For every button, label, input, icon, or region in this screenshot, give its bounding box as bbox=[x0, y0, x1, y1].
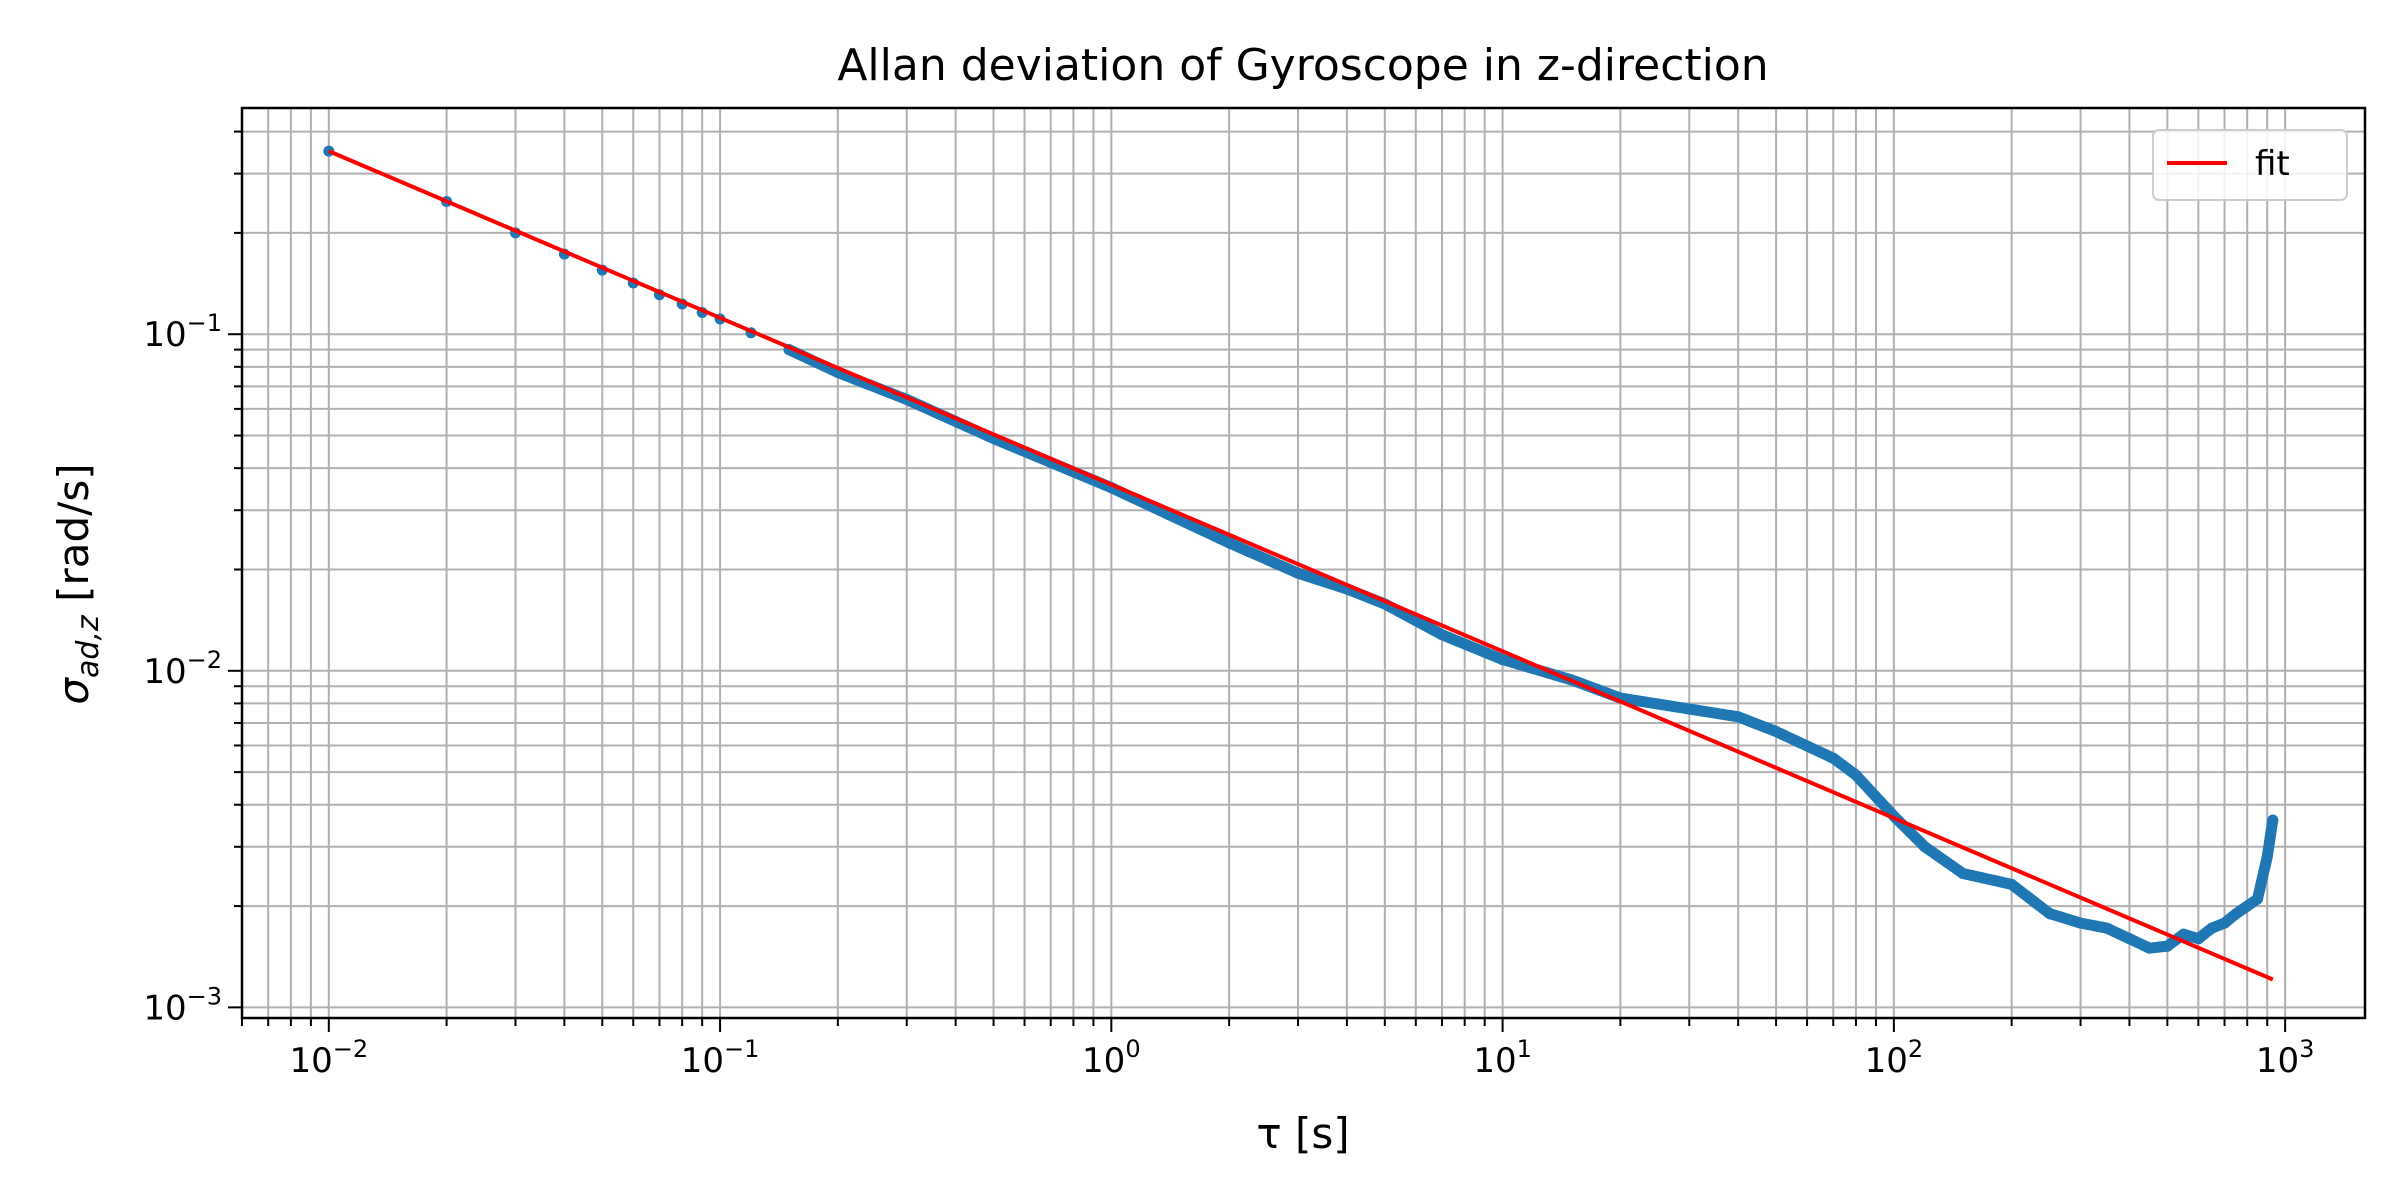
data-point bbox=[1957, 867, 1969, 879]
x-tick-label: 102 bbox=[1865, 1035, 1924, 1081]
x-tick-label-exponent: 0 bbox=[1125, 1035, 1140, 1063]
axis-ticks bbox=[228, 130, 2287, 1032]
data-point bbox=[2178, 928, 2190, 940]
data-point bbox=[2143, 942, 2155, 954]
data-point bbox=[2101, 922, 2113, 934]
x-tick-label-base: 10 bbox=[2256, 1041, 2299, 1081]
grid-lines bbox=[241, 108, 2365, 1018]
data-point bbox=[2230, 908, 2242, 920]
x-tick-label: 103 bbox=[2256, 1035, 2315, 1081]
data-point bbox=[2261, 851, 2273, 863]
x-tick-label-exponent: 1 bbox=[1517, 1035, 1532, 1063]
y-tick-label-base: 10 bbox=[143, 315, 186, 355]
data-point bbox=[1436, 629, 1448, 641]
data-point bbox=[1827, 752, 1839, 764]
data-point bbox=[1292, 567, 1304, 579]
data-point bbox=[1683, 703, 1695, 715]
y-tick-label: 10−1 bbox=[143, 309, 222, 355]
data-point bbox=[2006, 878, 2018, 890]
y-tick-label-exponent: −1 bbox=[187, 309, 222, 337]
legend-label-fit: fit bbox=[2255, 144, 2290, 184]
data-point bbox=[2044, 908, 2056, 920]
y-axis-label-unit: [rad/s] bbox=[49, 463, 98, 615]
data-point bbox=[2075, 917, 2087, 929]
y-tick-label: 10−3 bbox=[143, 982, 222, 1028]
data-point bbox=[1223, 537, 1235, 549]
data-point bbox=[2123, 933, 2135, 945]
y-axis-label-symbol: σ bbox=[49, 677, 98, 705]
x-tick-label-base: 10 bbox=[1473, 1041, 1516, 1081]
data-point bbox=[2219, 917, 2231, 929]
data-point bbox=[1770, 726, 1782, 738]
data-point bbox=[2192, 933, 2204, 945]
y-tick-label-base: 10 bbox=[143, 652, 186, 692]
y-axis-label-subscript: ad,z bbox=[71, 614, 106, 678]
y-tick-label-base: 10 bbox=[143, 988, 186, 1028]
x-tick-label-base: 10 bbox=[1082, 1041, 1125, 1081]
data-point bbox=[1919, 841, 1931, 853]
x-tick-label: 10−1 bbox=[681, 1035, 760, 1081]
legend: fit bbox=[2152, 129, 2348, 201]
data-point bbox=[2241, 900, 2253, 912]
x-tick-label-exponent: 3 bbox=[2299, 1035, 2314, 1063]
x-tick-label-exponent: −2 bbox=[333, 1035, 368, 1063]
series-group bbox=[323, 145, 2279, 982]
data-point bbox=[1497, 654, 1509, 666]
series-layer bbox=[323, 145, 2279, 982]
x-tick-label: 10−2 bbox=[289, 1035, 368, 1081]
x-tick-label-exponent: −1 bbox=[724, 1035, 759, 1063]
data-point bbox=[2267, 814, 2279, 826]
x-tick-label: 101 bbox=[1473, 1035, 1532, 1081]
x-axis-label: τ [s] bbox=[1256, 1109, 1349, 1158]
y-tick-label-exponent: −2 bbox=[187, 646, 222, 674]
data-point bbox=[1850, 769, 1862, 781]
x-tick-label-base: 10 bbox=[681, 1041, 724, 1081]
x-tick-label: 100 bbox=[1082, 1035, 1141, 1081]
x-tick-label-base: 10 bbox=[1865, 1041, 1908, 1081]
chart-title: Allan deviation of Gyroscope in z-direct… bbox=[837, 40, 1768, 91]
y-tick-label-exponent: −3 bbox=[187, 982, 222, 1010]
legend-box bbox=[2152, 129, 2348, 201]
data-point bbox=[1732, 711, 1744, 723]
x-tick-label-base: 10 bbox=[289, 1041, 332, 1081]
plot-frame bbox=[240, 106, 2367, 1020]
y-axis-label: σad,z [rad/s] bbox=[49, 463, 106, 704]
fit-line bbox=[328, 149, 2274, 982]
data-point bbox=[2161, 940, 2173, 952]
data-point bbox=[2252, 893, 2264, 905]
y-tick-label: 10−2 bbox=[143, 646, 222, 692]
x-tick-label-exponent: 2 bbox=[1908, 1035, 1923, 1063]
allan-deviation-band bbox=[783, 344, 2279, 954]
data-point bbox=[2206, 922, 2218, 934]
